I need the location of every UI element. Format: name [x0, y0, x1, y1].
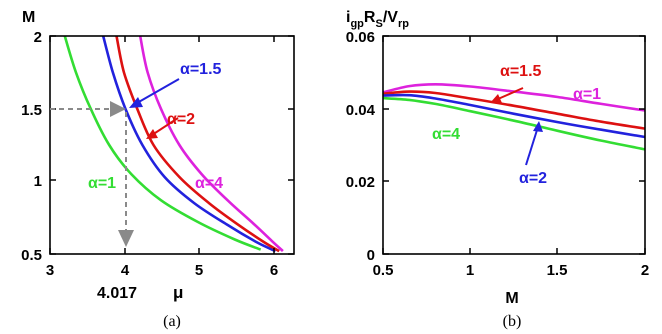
x-tick-label: 5 [195, 262, 203, 279]
plot-frame [49, 35, 295, 255]
series-label: α=2 [519, 170, 547, 187]
pointer-arrowhead-alpha-1-5 [490, 94, 502, 103]
pointer-arrow-alpha-2 [151, 117, 179, 136]
y-axis-title-part: S [375, 18, 382, 30]
series-line-α-4 [138, 35, 284, 253]
y-tick-label: 0.5 [21, 247, 42, 264]
guide-arrowhead-down [118, 230, 134, 247]
panel-caption: (a) [163, 313, 181, 330]
series-label: α=1 [573, 86, 601, 103]
series-label: α=4 [432, 126, 460, 143]
y-tick-label: 2 [34, 29, 42, 46]
y-tick-label: 0 [367, 247, 375, 264]
series-label: α=4 [195, 175, 223, 192]
pointer-arrowhead-alpha-1-5 [129, 97, 143, 108]
series-label: α=1 [88, 175, 116, 192]
x-axis-title: μ [173, 283, 183, 302]
y-tick-label: 1.5 [21, 102, 42, 119]
x-tick-label: 6 [270, 262, 278, 279]
y-axis-title-part: rp [398, 18, 409, 30]
chart-panel-b: 0.5 1 1.5 2 0 0.02 0.04 0.06 α=1 α=1.5 α=2 α=4 (b) ig… [346, 9, 649, 330]
y-axis-title-part: i [346, 9, 350, 26]
y-axis-title-part: gp [350, 18, 364, 30]
x-axis-title: M [505, 290, 518, 307]
y-axis-title: M [22, 9, 35, 26]
series-line-α-1 [63, 35, 262, 251]
series-line-α-1.5 [101, 35, 277, 253]
pointer-arrowhead-alpha-2 [146, 129, 158, 139]
pointer-arrow-alpha-1-5 [497, 87, 524, 100]
series-label: α=2 [167, 111, 195, 128]
x-tick-label: 1.5 [547, 262, 568, 279]
panel-caption: (b) [503, 313, 522, 330]
x-tick-label: 4 [121, 262, 130, 279]
series-label: α=1.5 [500, 63, 542, 80]
series-line-α-2 [382, 93, 646, 139]
pointer-arrow-alpha-2 [525, 129, 538, 166]
x-tick-label: 1 [466, 262, 474, 279]
series-line-α-4 [382, 96, 646, 151]
y-axis-title-part: /V [383, 9, 398, 26]
y-tick-label: 0.02 [346, 174, 375, 191]
x-tick-label: 2 [641, 262, 649, 279]
marker-x-label: 4.017 [97, 285, 137, 302]
y-axis-title-part: R [364, 9, 376, 26]
plot-frame [382, 35, 646, 255]
series-label: α=1.5 [180, 61, 222, 78]
pointer-arrow-alpha-1-5 [136, 78, 180, 104]
series-line-α-2 [115, 35, 280, 253]
series-line-α-1 [382, 82, 646, 112]
x-tick-label: 0.5 [373, 262, 394, 279]
guide-arrowhead-right [110, 101, 126, 117]
x-tick-label: 3 [46, 262, 54, 279]
y-axis-title: igpRS/Vrp [346, 9, 409, 30]
y-tick-label: 0.04 [346, 102, 376, 119]
y-tick-label: 1 [34, 173, 42, 190]
pointer-arrowhead-alpha-2 [533, 121, 543, 132]
y-tick-label: 0.06 [346, 29, 375, 46]
chart-panel-a: 3 4 5 6 0.5 1 1.5 2 α=1 α=1.5 α=2 α=4 (a) Mμ 4.017 [21, 9, 295, 330]
